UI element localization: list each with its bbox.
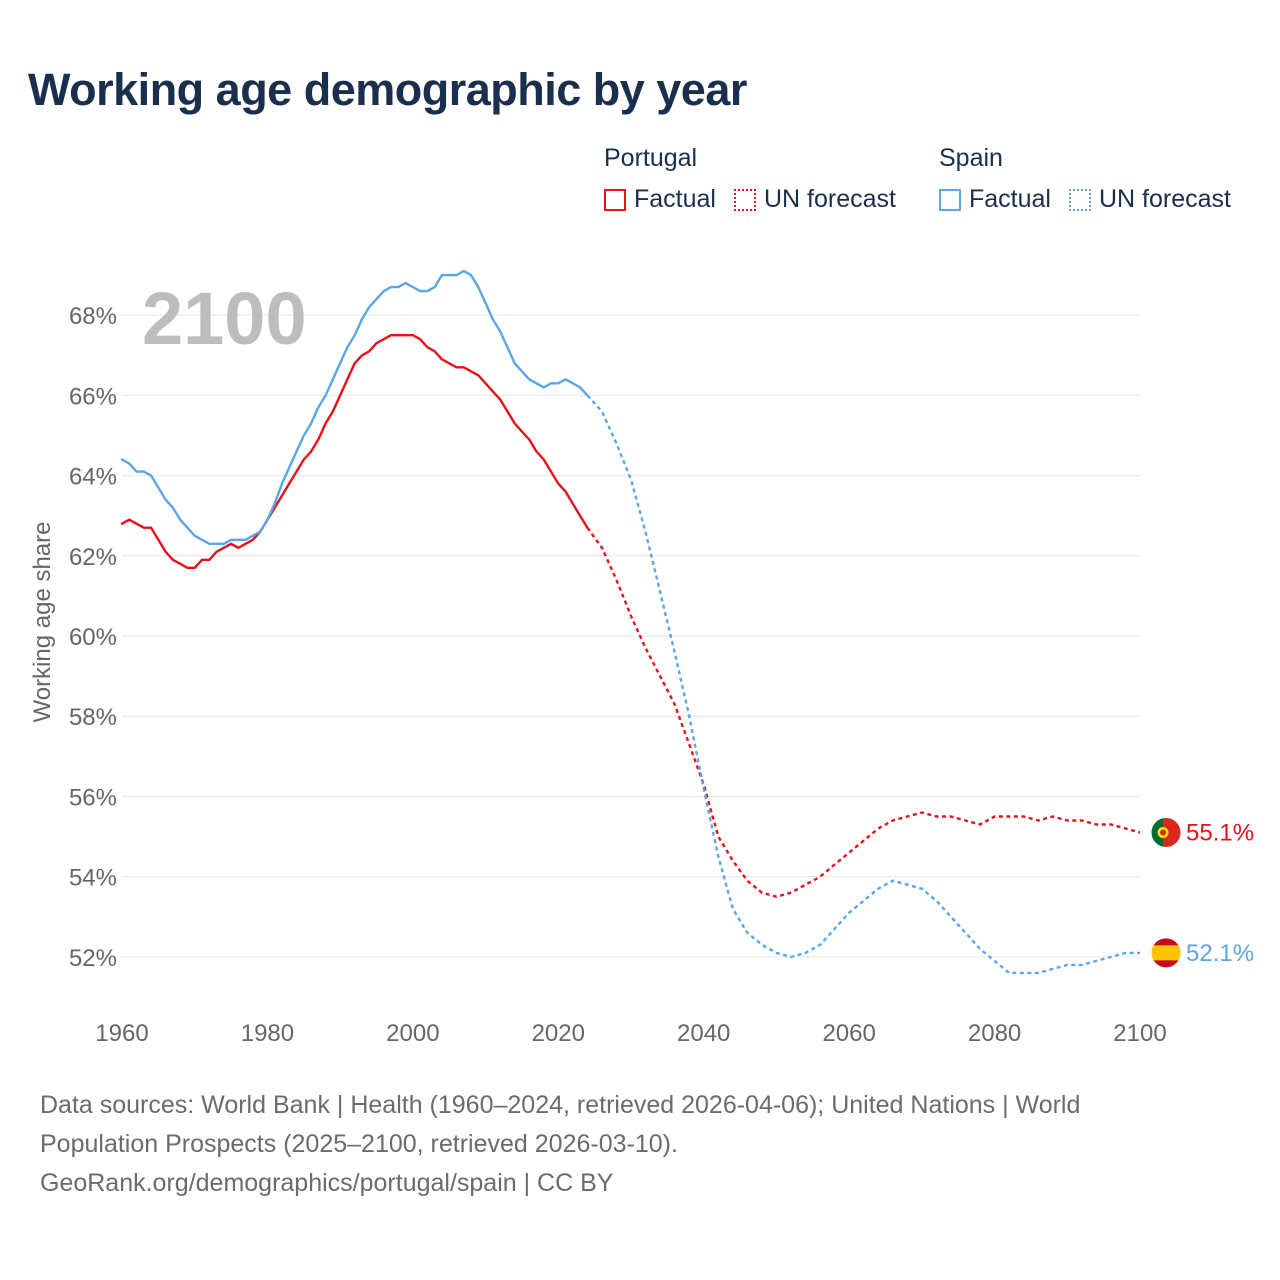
legend-portugal-factual-label: Factual bbox=[634, 185, 716, 213]
series-line-spain-factual[interactable] bbox=[120, 269, 589, 545]
x-tick-label: 1960 bbox=[95, 1020, 148, 1047]
data-sources: Data sources: World Bank | Health (1960–… bbox=[40, 1091, 1081, 1158]
footer: Data sources: World Bank | Health (1960–… bbox=[40, 1086, 1180, 1203]
legend-portugal: Portugal Factual UN forecast bbox=[604, 144, 914, 214]
legend-portugal-name: Portugal bbox=[604, 144, 698, 172]
legend-portugal-forecast-swatch bbox=[733, 188, 756, 211]
credit-link[interactable]: GeoRank.org/demographics/portugal/spain … bbox=[40, 1169, 614, 1197]
x-tick-label: 1980 bbox=[241, 1020, 294, 1047]
y-tick-label: 64% bbox=[69, 464, 117, 491]
y-tick-label: 54% bbox=[69, 865, 117, 892]
legend-spain-factual[interactable]: Factual bbox=[939, 185, 1051, 214]
endpoint-portugal[interactable]: 55.1% bbox=[1150, 817, 1254, 849]
y-tick-label: 60% bbox=[69, 624, 117, 651]
y-tick-label: 58% bbox=[69, 704, 117, 731]
portugal-flag-icon bbox=[1151, 817, 1181, 848]
x-tick-label: 2000 bbox=[386, 1020, 439, 1047]
chart-title: Working age demographic by year bbox=[28, 64, 747, 115]
grid-layer bbox=[122, 314, 1140, 958]
endpoint-layer: 55.1% 52.1% bbox=[1150, 817, 1254, 969]
endpoint-spain[interactable]: 52.1% bbox=[1150, 937, 1254, 969]
legend-portugal-factual[interactable]: Factual bbox=[604, 185, 716, 214]
series-line-spain-forecast[interactable] bbox=[586, 394, 1140, 975]
endpoint-value-label: 55.1% bbox=[1186, 820, 1254, 847]
x-tick-label: 2080 bbox=[968, 1020, 1021, 1047]
x-tick-label: 2020 bbox=[532, 1020, 585, 1047]
x-tick-label: 2040 bbox=[677, 1020, 730, 1047]
series-line-portugal-forecast[interactable] bbox=[586, 526, 1141, 898]
y-tick-label: 66% bbox=[69, 383, 117, 410]
y-tick-label: 52% bbox=[69, 945, 117, 972]
legend-portugal-forecast-label: UN forecast bbox=[763, 185, 896, 213]
series-layer bbox=[120, 269, 1141, 975]
series-line-portugal-factual[interactable] bbox=[120, 334, 589, 569]
legend-spain-factual-swatch bbox=[939, 188, 961, 211]
legend-spain-forecast-swatch bbox=[1068, 188, 1091, 211]
legend-spain-forecast-label: UN forecast bbox=[1098, 185, 1231, 213]
y-tick-label: 68% bbox=[69, 303, 117, 330]
line-chart: 2100 Working age share 52% 54% 56% 58% 60% 62… bbox=[29, 269, 1254, 1047]
x-tick-label: 2060 bbox=[822, 1020, 875, 1047]
endpoint-value-label: 52.1% bbox=[1186, 940, 1254, 967]
spain-flag-icon bbox=[1151, 937, 1181, 968]
axis-layer: 52% 54% 56% 58% 60% 62% 64% 66% 68% 1960 1980 2000 2… bbox=[69, 303, 1167, 1047]
year-watermark: 2100 bbox=[142, 277, 307, 360]
y-axis-title: Working age share bbox=[29, 522, 56, 723]
legend-spain: Spain Factual UN forecast bbox=[939, 144, 1249, 214]
y-tick-label: 56% bbox=[69, 784, 117, 811]
legend-spain-forecast[interactable]: UN forecast bbox=[1068, 185, 1231, 214]
legend-spain-factual-label: Factual bbox=[969, 185, 1051, 213]
legend-portugal-factual-swatch bbox=[604, 188, 626, 211]
legend-spain-name: Spain bbox=[939, 144, 1003, 172]
legend-portugal-forecast[interactable]: UN forecast bbox=[733, 185, 896, 214]
y-tick-label: 62% bbox=[69, 544, 117, 571]
x-tick-label: 2100 bbox=[1113, 1020, 1166, 1047]
